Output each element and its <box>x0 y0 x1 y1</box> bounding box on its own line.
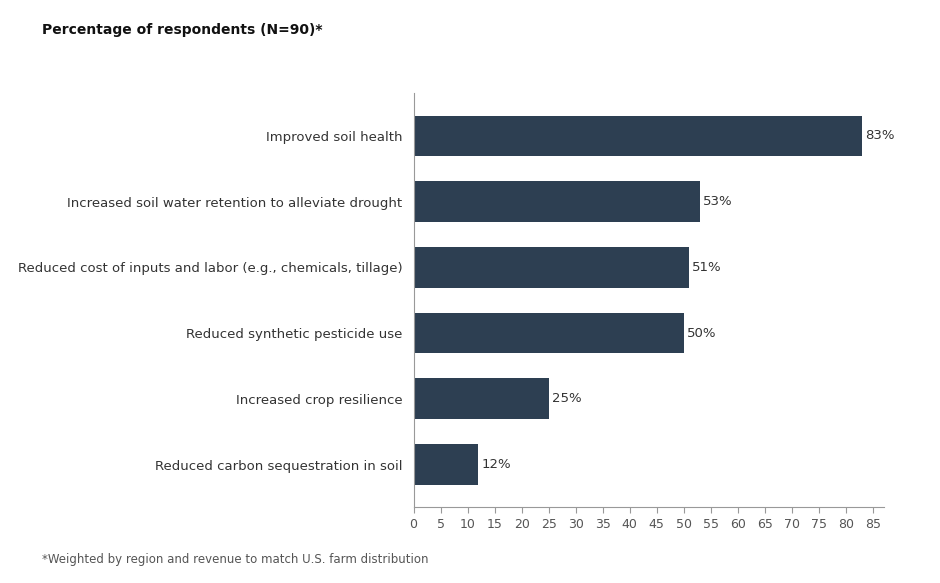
Bar <box>414 247 689 288</box>
Bar <box>414 444 478 485</box>
Bar <box>414 378 549 419</box>
Text: *Weighted by region and revenue to match U.S. farm distribution: *Weighted by region and revenue to match… <box>42 553 429 566</box>
Text: 25%: 25% <box>552 392 582 405</box>
Text: 83%: 83% <box>865 129 895 142</box>
Text: Percentage of respondents (N=90)*: Percentage of respondents (N=90)* <box>42 23 322 37</box>
Text: 51%: 51% <box>693 261 722 274</box>
Text: 50%: 50% <box>687 326 716 339</box>
Bar <box>414 181 700 222</box>
Text: 12%: 12% <box>481 458 511 471</box>
Bar <box>414 115 862 156</box>
Text: 53%: 53% <box>703 195 733 208</box>
Bar <box>414 312 683 353</box>
